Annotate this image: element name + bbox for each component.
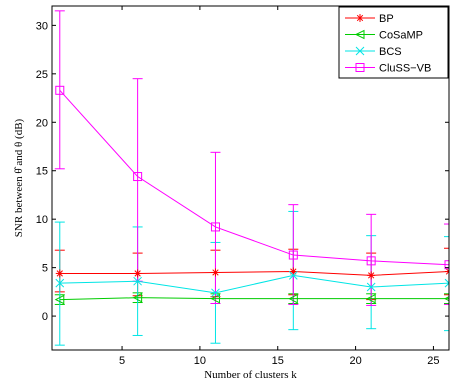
cluss-vb-point bbox=[366, 256, 376, 266]
y-tick-label: 10 bbox=[36, 214, 48, 226]
legend-items: BP CoSaMP BCS CluSS−VB bbox=[345, 13, 431, 75]
bp-point bbox=[445, 267, 449, 276]
bp-point bbox=[211, 268, 220, 277]
cosamp-point bbox=[288, 293, 298, 304]
cluss-vb-errorbar bbox=[366, 213, 377, 306]
cluss-vb-point bbox=[444, 260, 449, 270]
bp-line bbox=[59, 271, 449, 276]
y-tick-label: 25 bbox=[36, 69, 48, 81]
legend-item-bp: BP bbox=[345, 13, 394, 25]
cluss-vb-point bbox=[288, 250, 298, 260]
legend-swatch-marker bbox=[355, 46, 365, 56]
x-tick-label: 10 bbox=[194, 355, 206, 367]
legend-label-cosamp: CoSaMP bbox=[379, 30, 423, 42]
bp-point bbox=[133, 269, 142, 278]
ticks-layer: 5 10 15 20 25 0 5 10 15 20 25 30 bbox=[36, 6, 449, 367]
x-axis-label: Number of clusters k bbox=[204, 369, 297, 381]
x-tick-label: 25 bbox=[427, 355, 439, 367]
cluss-vb-errorbar bbox=[210, 151, 221, 304]
cosamp-point bbox=[54, 294, 65, 305]
legend-label-cluss-vb: CluSS−VB bbox=[379, 63, 431, 75]
y-tick-label: 15 bbox=[36, 166, 48, 178]
legend-box bbox=[338, 6, 449, 79]
bp-errorbar bbox=[444, 247, 449, 296]
markers-layer bbox=[54, 85, 449, 305]
cluss-vb-point bbox=[210, 222, 220, 232]
legend-swatch-marker bbox=[354, 29, 365, 40]
bcs-point bbox=[55, 278, 65, 288]
cosamp-errorbar bbox=[444, 293, 449, 304]
cluss-vb-point bbox=[55, 85, 65, 95]
bcs-line bbox=[59, 274, 449, 294]
cosamp-line bbox=[59, 297, 449, 301]
bcs-errorbar bbox=[444, 236, 449, 332]
y-tick-label: 0 bbox=[42, 311, 48, 323]
bp-point bbox=[289, 267, 298, 276]
cluss-vb-errorbar bbox=[54, 10, 65, 170]
cluss-vb-line bbox=[59, 89, 449, 266]
bcs-point bbox=[444, 278, 449, 288]
plot-frame bbox=[51, 5, 450, 351]
legend-swatch-marker bbox=[356, 14, 364, 22]
y-tick-label: 5 bbox=[42, 263, 48, 275]
cluss-vb-point bbox=[133, 172, 143, 182]
y-tick-label: 30 bbox=[36, 20, 48, 32]
bcs-point bbox=[288, 271, 298, 280]
cosamp-point bbox=[132, 292, 143, 303]
bcs-point bbox=[133, 276, 142, 286]
legend: BP CoSaMP BCS CluSS−VB bbox=[338, 6, 449, 79]
legend-item-cluss-vb: CluSS−VB bbox=[345, 63, 431, 75]
bcs-point bbox=[366, 282, 376, 292]
cluss-vb-errorbar bbox=[444, 223, 449, 305]
legend-item-bcs: BCS bbox=[345, 46, 402, 58]
x-tick-label: 20 bbox=[349, 355, 361, 367]
legend-label-bcs: BCS bbox=[379, 46, 402, 58]
bp-point bbox=[55, 269, 64, 278]
y-tick-label: 20 bbox=[36, 117, 48, 129]
legend-item-cosamp: CoSaMP bbox=[345, 30, 423, 42]
cosamp-point bbox=[366, 293, 376, 304]
series-lines-layer bbox=[59, 89, 449, 301]
bp-point bbox=[367, 271, 376, 280]
cosamp-point bbox=[210, 293, 220, 304]
bcs-point bbox=[211, 288, 220, 298]
legend-label-bp: BP bbox=[379, 13, 394, 25]
x-tick-label: 15 bbox=[272, 355, 284, 367]
legend-swatch-marker bbox=[355, 63, 365, 72]
y-axis-label: SNR between θ̂ and θ (dB) bbox=[13, 118, 25, 237]
x-tick-label: 5 bbox=[119, 355, 125, 367]
